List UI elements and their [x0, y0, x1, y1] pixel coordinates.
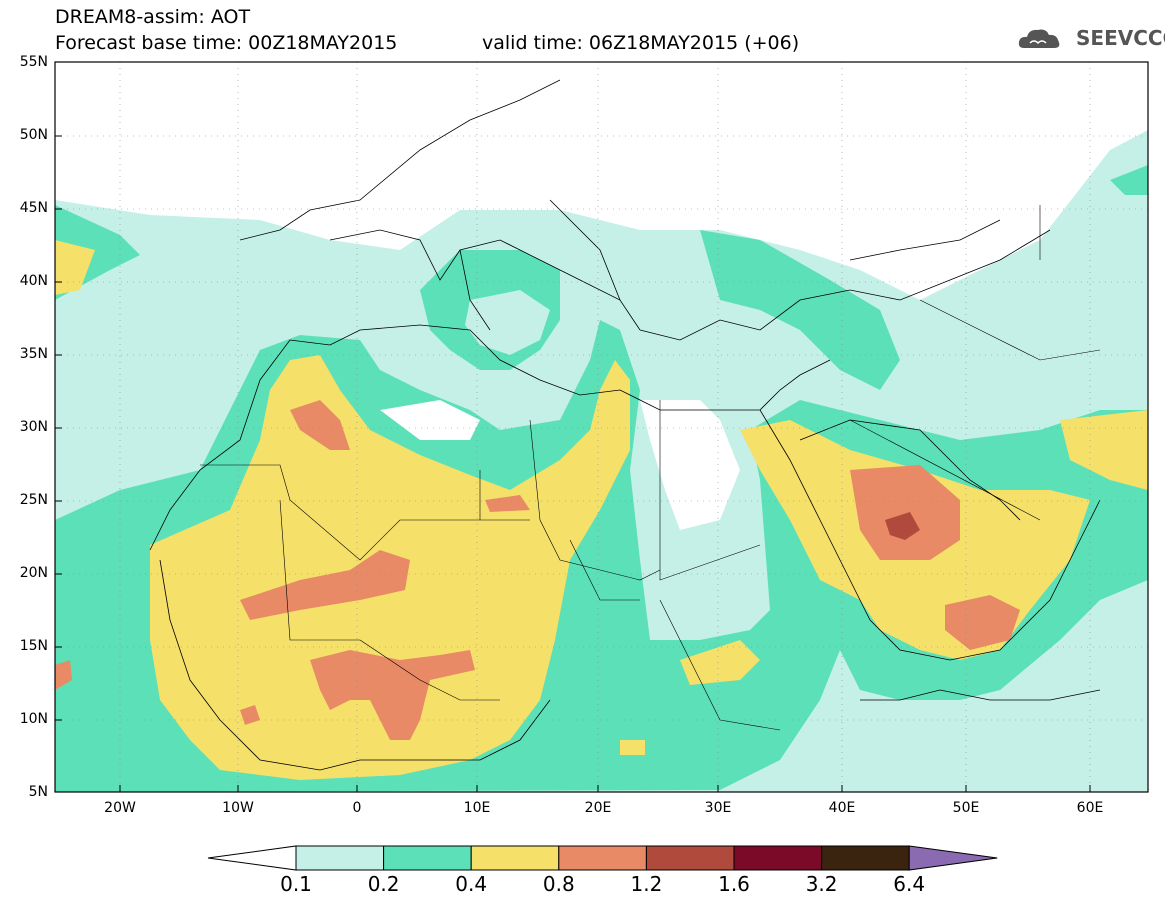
colorbar-cell	[295, 845, 385, 871]
colorbar-level-label: 0.2	[367, 872, 400, 896]
lat-label: 35N	[19, 346, 48, 362]
seevccc-logo: SEEVCCC	[1076, 26, 1165, 50]
lat-lon-grid	[55, 62, 1148, 792]
colorbar-cell	[470, 845, 560, 871]
colorbar-level-label: 6.4	[893, 872, 926, 896]
lon-label: 50E	[952, 800, 980, 816]
colorbar-level-label: 1.6	[718, 872, 750, 896]
lon-label: 0	[352, 800, 362, 816]
colorbar-level-label: 0.8	[542, 872, 575, 896]
colorbar	[207, 845, 998, 871]
cloud-icon	[1018, 29, 1060, 48]
colorbar-level-label: 3.2	[805, 872, 838, 896]
lat-label: 20N	[19, 565, 48, 581]
valid-time: valid time: 06Z18MAY2015 (+06)	[482, 32, 800, 54]
coastlines	[149, 79, 1101, 771]
aot-contour-0.8	[55, 400, 1020, 740]
colorbar-under-triangle	[207, 845, 297, 871]
plot-frame	[54, 61, 1149, 793]
lon-label: 10E	[463, 800, 491, 816]
lon-label: 20E	[584, 800, 612, 816]
colorbar-cell	[821, 845, 910, 871]
lat-label: 10N	[19, 711, 48, 727]
lat-label: 45N	[19, 200, 48, 216]
colorbar-level-label: 1.2	[630, 872, 663, 896]
lon-label: 40E	[828, 800, 856, 816]
forecast-base-time: Forecast base time: 00Z18MAY2015	[55, 32, 398, 54]
colorbar-cell	[733, 845, 823, 871]
lon-label: 20W	[104, 800, 136, 816]
colorbar-level-label: 0.1	[280, 872, 312, 896]
lat-label: 30N	[19, 419, 48, 435]
colorbar-cell	[383, 845, 472, 871]
country-borders	[200, 205, 1101, 731]
aot-contour-1.2	[885, 512, 920, 540]
lat-label: 25N	[19, 492, 48, 508]
colorbar-level-label: 0.4	[455, 872, 488, 896]
colorbar-cell	[558, 845, 647, 871]
lat-label: 5N	[28, 784, 48, 800]
chart-title: DREAM8-assim: AOT	[55, 6, 251, 28]
lon-label: 10W	[222, 800, 254, 816]
lat-label: 55N	[19, 54, 48, 70]
lat-label: 50N	[19, 127, 48, 143]
lat-label: 40N	[19, 273, 48, 289]
lat-label: 15N	[19, 638, 48, 654]
lon-label: 30E	[704, 800, 732, 816]
colorbar-over-triangle	[908, 845, 998, 871]
lon-label: 60E	[1076, 800, 1104, 816]
colorbar-cell	[645, 845, 735, 871]
